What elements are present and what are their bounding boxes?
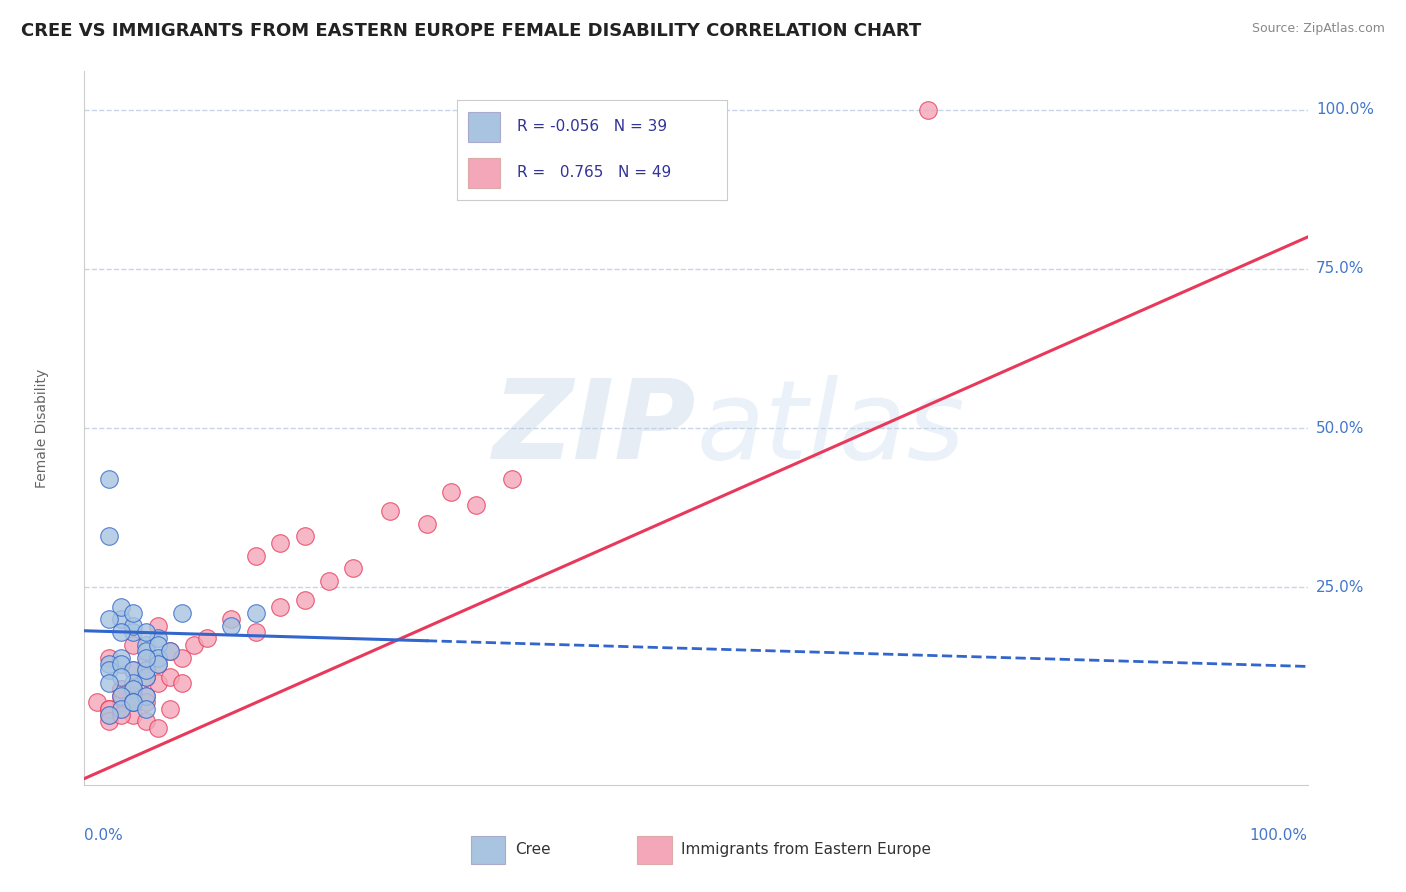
Point [219,612,242,626]
Point [245,625,267,640]
Point [135,670,157,684]
Point [135,701,157,715]
Point [97,676,120,690]
Point [110,701,132,715]
Point [122,625,145,640]
Point [146,638,169,652]
Point [122,695,145,709]
Point [122,695,145,709]
Point [135,657,157,671]
Point [110,689,132,703]
Point [97,472,120,486]
Point [97,707,120,722]
Point [97,701,120,715]
Point [146,657,169,671]
Point [122,663,145,677]
Point [110,689,132,703]
Point [183,638,205,652]
Point [122,638,145,652]
Point [245,606,267,620]
Point [294,593,316,607]
Point [110,682,132,697]
Point [122,689,145,703]
Point [159,644,181,658]
Point [135,625,157,640]
Point [135,670,157,684]
Point [172,606,194,620]
Point [135,689,157,703]
Point [122,682,145,697]
Point [110,599,132,614]
Text: Female Disability: Female Disability [35,368,49,488]
Point [172,650,194,665]
Point [110,650,132,665]
Point [440,484,463,499]
Point [110,707,132,722]
Point [122,663,145,677]
Point [110,657,132,671]
Point [135,689,157,703]
Point [110,695,132,709]
Text: 0.0%: 0.0% [84,828,124,843]
Point [380,504,402,518]
Text: 25.0%: 25.0% [1316,580,1364,595]
Point [416,516,439,531]
Point [146,632,169,646]
Point [195,632,218,646]
Point [172,676,194,690]
Point [146,721,169,735]
Point [97,657,120,671]
Point [146,618,169,632]
Point [146,650,169,665]
Text: 75.0%: 75.0% [1316,261,1364,277]
Point [122,682,145,697]
Point [294,529,316,543]
Point [86,695,108,709]
Text: Source: ZipAtlas.com: Source: ZipAtlas.com [1251,22,1385,36]
Point [122,676,145,690]
Text: CREE VS IMMIGRANTS FROM EASTERN EUROPE FEMALE DISABILITY CORRELATION CHART: CREE VS IMMIGRANTS FROM EASTERN EUROPE F… [21,22,921,40]
Point [110,682,132,697]
Point [159,701,181,715]
Point [342,561,364,575]
Text: ZIP: ZIP [492,375,696,482]
Point [97,529,120,543]
Point [135,663,157,677]
Text: atlas: atlas [696,375,965,482]
Point [97,663,120,677]
Point [135,638,157,652]
Point [269,599,291,614]
Point [135,714,157,729]
Point [122,707,145,722]
Point [97,612,120,626]
Point [245,549,267,563]
Point [464,498,486,512]
Point [502,472,524,486]
Point [135,650,157,665]
Text: 100.0%: 100.0% [1250,828,1308,843]
Point [318,574,340,588]
Point [269,536,291,550]
Point [110,701,132,715]
Point [97,707,120,722]
Point [110,612,132,626]
Point [97,650,120,665]
Point [122,618,145,632]
Point [122,606,145,620]
Point [97,701,120,715]
Point [159,644,181,658]
Point [159,670,181,684]
Point [97,714,120,729]
Point [110,670,132,684]
Point [110,625,132,640]
Point [917,103,939,117]
Point [146,657,169,671]
Text: 100.0%: 100.0% [1316,102,1374,117]
Point [219,618,242,632]
Point [146,676,169,690]
Point [135,644,157,658]
Point [135,695,157,709]
Point [122,695,145,709]
Text: 50.0%: 50.0% [1316,421,1364,435]
